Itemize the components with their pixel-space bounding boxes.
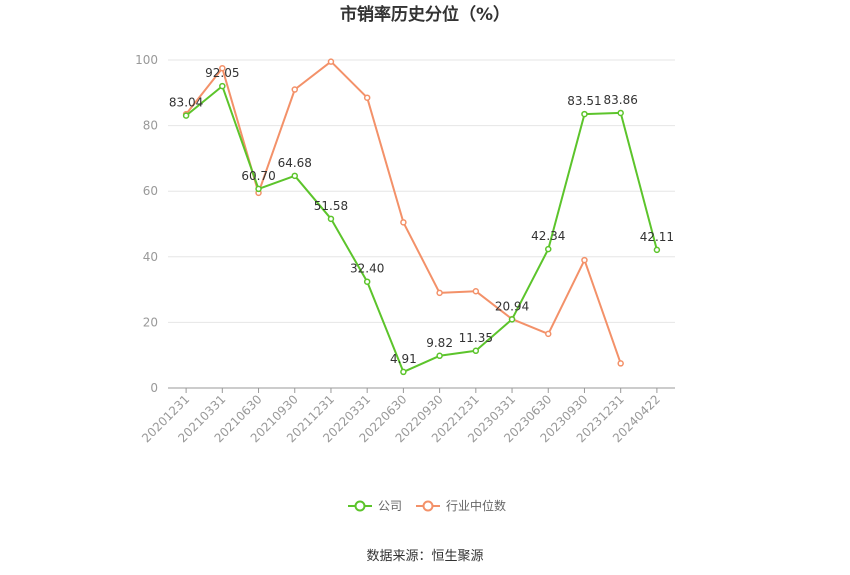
legend-label: 公司 [378, 499, 402, 513]
data-label: 42.11 [640, 230, 674, 244]
x-axis: 2020123120210331202106302021093020211231… [139, 387, 675, 445]
legend-swatch-marker [354, 500, 366, 512]
data-point [219, 82, 226, 90]
legend[interactable]: 公司 行业中位数 [348, 498, 506, 513]
data-point [400, 219, 407, 226]
data-point [363, 278, 371, 285]
y-tick-label: 20 [143, 315, 158, 329]
y-tick-label: 60 [143, 184, 158, 198]
data-point [291, 86, 298, 93]
data-label: 42.34 [531, 229, 565, 243]
data-point [255, 185, 262, 193]
data-point [219, 64, 226, 72]
grid [168, 59, 675, 323]
data-label: 4.91 [390, 352, 417, 366]
data-label: 11.35 [459, 331, 493, 345]
data-label: 64.68 [278, 156, 312, 170]
data-point [472, 287, 480, 295]
series-line [185, 60, 622, 364]
data-point [617, 360, 624, 367]
data-point [617, 109, 624, 117]
data-point [291, 172, 298, 180]
series-layer [182, 58, 661, 376]
legend-swatch-marker [422, 500, 434, 512]
data-point [581, 110, 588, 118]
data-point [327, 58, 335, 65]
data-point [508, 316, 516, 323]
data-label: 20.94 [495, 299, 529, 313]
y-tick-label: 100 [135, 53, 158, 67]
data-point [472, 347, 480, 355]
source-note: 数据来源：恒生聚源 [366, 549, 483, 564]
data-point [400, 368, 407, 376]
y-tick-label: 40 [143, 250, 158, 264]
legend-item[interactable]: 行业中位数 [416, 498, 506, 513]
series-line [185, 85, 658, 373]
data-point [653, 246, 661, 254]
y-tick-label: 0 [150, 381, 158, 395]
data-point [363, 94, 371, 101]
y-tick-label: 80 [143, 119, 158, 133]
data-label: 92.05 [205, 66, 239, 80]
legend-item[interactable]: 公司 [348, 499, 402, 513]
data-point [545, 245, 552, 253]
data-label: 51.58 [314, 199, 348, 213]
chart-title: 市销率历史分位（%） [340, 4, 510, 25]
data-label: 60.70 [241, 169, 275, 183]
data-point [436, 289, 443, 297]
data-point [327, 215, 335, 223]
data-label: 32.40 [350, 262, 384, 276]
data-label: 83.51 [567, 94, 601, 108]
data-point [545, 330, 552, 338]
legend-label: 行业中位数 [446, 498, 506, 513]
y-axis: 0 20 40 60 80 100 [135, 53, 158, 395]
data-point [436, 352, 443, 360]
data-label: 83.86 [603, 93, 637, 107]
data-point [182, 112, 190, 119]
data-point [581, 256, 588, 264]
data-label: 9.82 [426, 336, 453, 350]
data-label: 83.04 [169, 96, 203, 110]
